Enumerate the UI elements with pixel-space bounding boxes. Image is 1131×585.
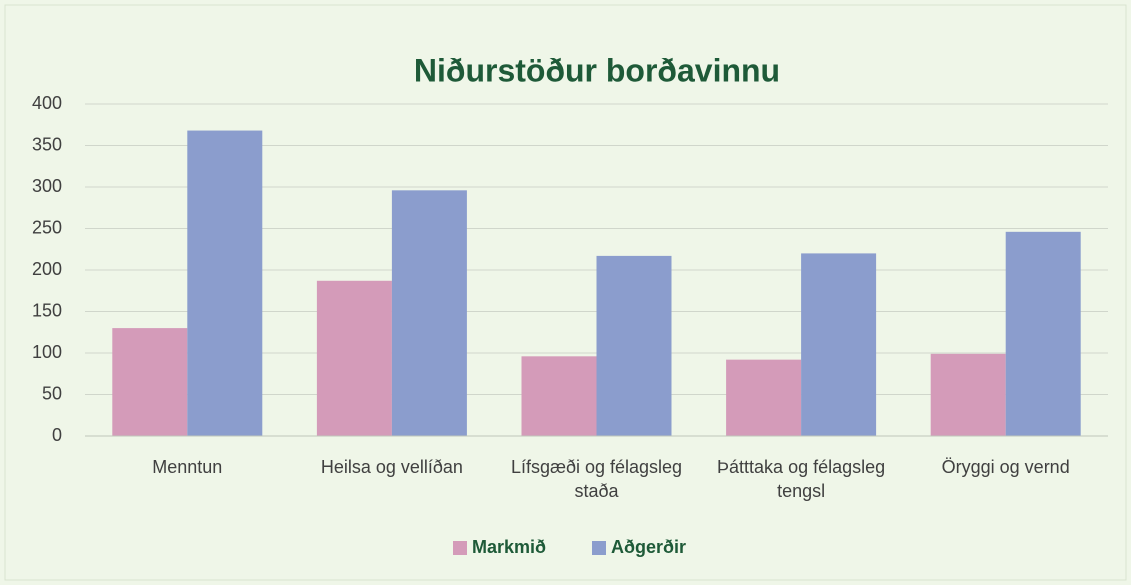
frame [4, 4, 1127, 581]
y-tick-label: 400 [32, 93, 62, 113]
y-tick-label: 350 [32, 134, 62, 154]
bar [930, 353, 1006, 436]
bar [726, 359, 802, 436]
x-tick-label: Heilsa og vellíðan [320, 457, 463, 477]
y-tick-label: 50 [42, 383, 62, 403]
y-tick-label: 100 [32, 342, 62, 362]
y-tick-label: 150 [32, 300, 62, 320]
bar [112, 328, 188, 436]
y-tick-label: 300 [32, 176, 62, 196]
x-tick-label: Menntun [152, 457, 223, 477]
legend-label: Aðgerðir [611, 537, 687, 557]
y-tick-label: 200 [32, 259, 62, 279]
bar [1005, 231, 1081, 436]
bar [316, 280, 392, 436]
bar [521, 356, 597, 436]
x-tick-label: Lífsgæði og félagsleg staða [510, 457, 683, 501]
bar [801, 253, 877, 436]
legend-item: Aðgerðir [592, 537, 686, 558]
y-tick-label: 0 [52, 425, 62, 445]
x-tick-label: Þátttaka og félagsleg tengsl [717, 457, 886, 501]
y-tick-label: 250 [32, 217, 62, 237]
legend-label: Markmið [472, 537, 547, 557]
x-tick-label: Öryggi og vernd [941, 457, 1070, 477]
legend-swatch [453, 540, 467, 555]
bar [391, 190, 467, 436]
bar [596, 255, 672, 436]
legend-swatch [592, 540, 606, 555]
bar [187, 130, 263, 436]
chart-title: Niðurstöður borðavinnu [414, 52, 780, 88]
legend-item: Markmið [453, 537, 546, 558]
